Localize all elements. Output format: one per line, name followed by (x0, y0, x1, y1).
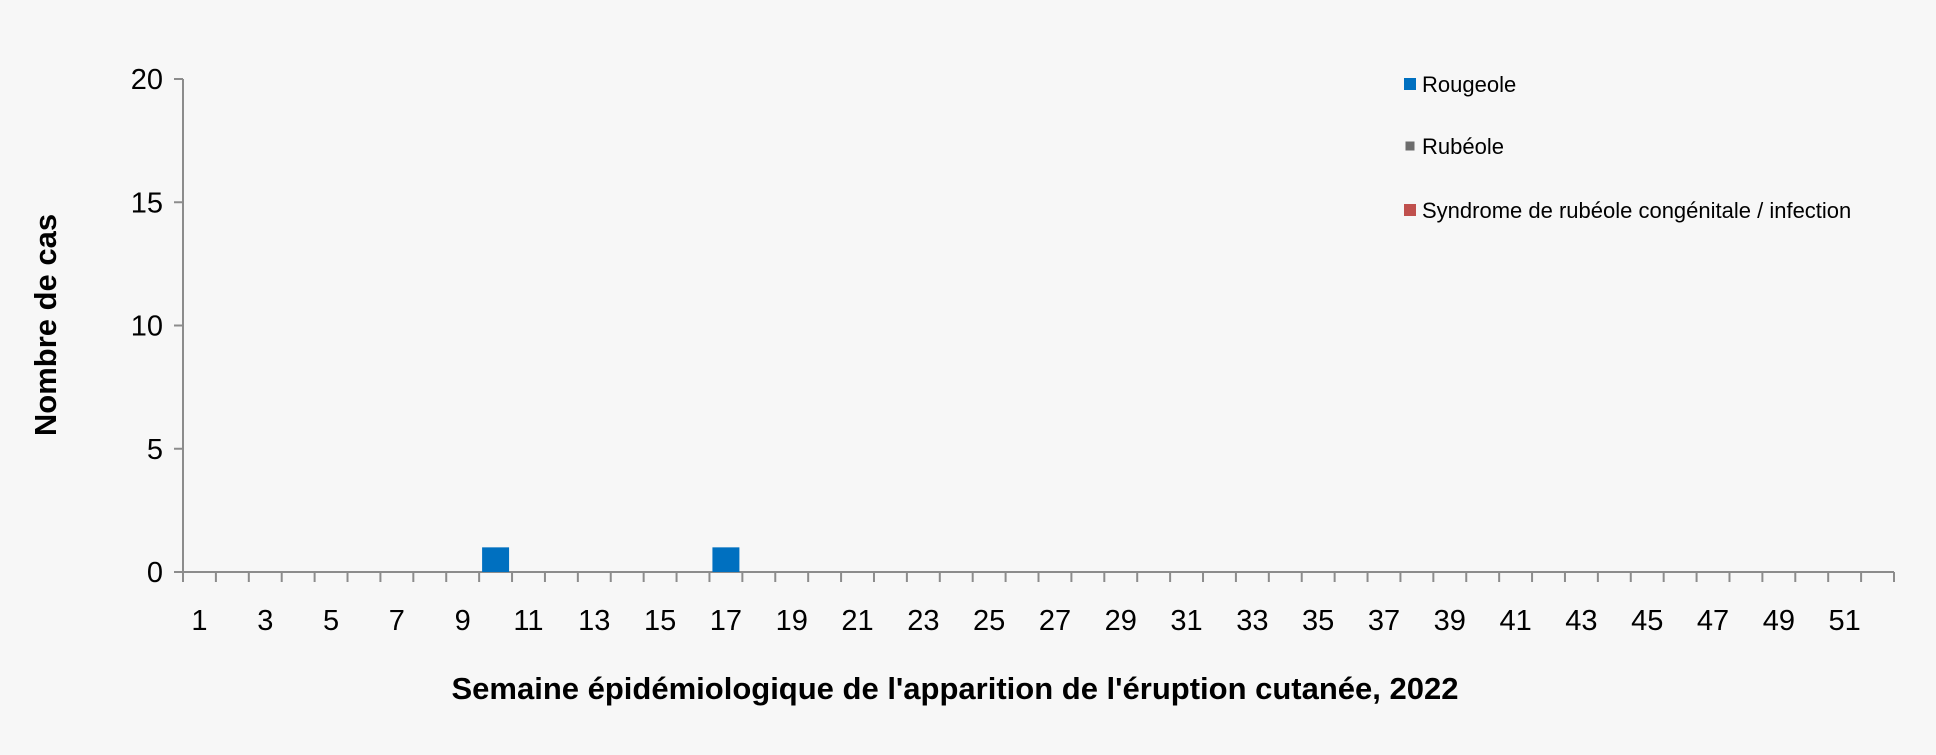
legend-swatch (1404, 78, 1416, 90)
x-tick-label: 15 (644, 605, 676, 637)
legend-swatch (1405, 141, 1415, 151)
bar-rougeole-week-17 (712, 547, 740, 572)
bars (482, 547, 740, 572)
y-tick-label: 20 (131, 64, 163, 96)
x-tick-label: 17 (710, 605, 742, 637)
x-tick-label: 23 (907, 605, 939, 637)
x-tick-label: 35 (1302, 605, 1334, 637)
x-tick-label: 21 (841, 605, 873, 637)
x-tick-label: 11 (513, 605, 543, 637)
x-tick-label: 39 (1434, 605, 1466, 637)
y-axis-title: Nombre de cas (28, 214, 63, 436)
y-tick-label: 5 (147, 434, 163, 466)
x-tick-label: 37 (1368, 605, 1400, 637)
x-tick-label: 19 (776, 605, 808, 637)
x-tick-label: 9 (455, 605, 471, 637)
x-tick-label: 41 (1499, 605, 1531, 637)
x-tick-label: 25 (973, 605, 1005, 637)
x-tick-label: 47 (1697, 605, 1729, 637)
legend-label: Syndrome de rubéole congénitale / infect… (1422, 198, 1851, 223)
x-tick-label: 29 (1105, 605, 1137, 637)
x-tick-label: 43 (1565, 605, 1597, 637)
y-tick-label: 0 (147, 557, 163, 589)
x-tick-label: 5 (323, 605, 339, 637)
legend: Rougeole Rubéole Syndrome de rubéole congé… (1404, 72, 1851, 223)
x-tick-label: 3 (257, 605, 273, 637)
x-tick-label: 7 (389, 605, 405, 637)
x-tick-label: 1 (191, 605, 207, 637)
y-tick-label: 10 (131, 311, 163, 343)
x-tick-label: 31 (1170, 605, 1202, 637)
x-tick-label: 49 (1763, 605, 1795, 637)
x-tick-label: 13 (578, 605, 610, 637)
x-tick-label: 27 (1039, 605, 1071, 637)
bar-rougeole-week-10 (482, 547, 510, 572)
legend-label: Rougeole (1422, 72, 1516, 97)
legend-swatch (1404, 204, 1416, 216)
legend-label: Rubéole (1422, 134, 1504, 159)
x-tick-label: 45 (1631, 605, 1663, 637)
x-tick-label: 33 (1236, 605, 1268, 637)
x-axis-title: Semaine épidémiologique de l'apparition … (452, 671, 1459, 706)
y-tick-label: 15 (131, 187, 163, 219)
x-tick-label: 51 (1829, 605, 1861, 637)
